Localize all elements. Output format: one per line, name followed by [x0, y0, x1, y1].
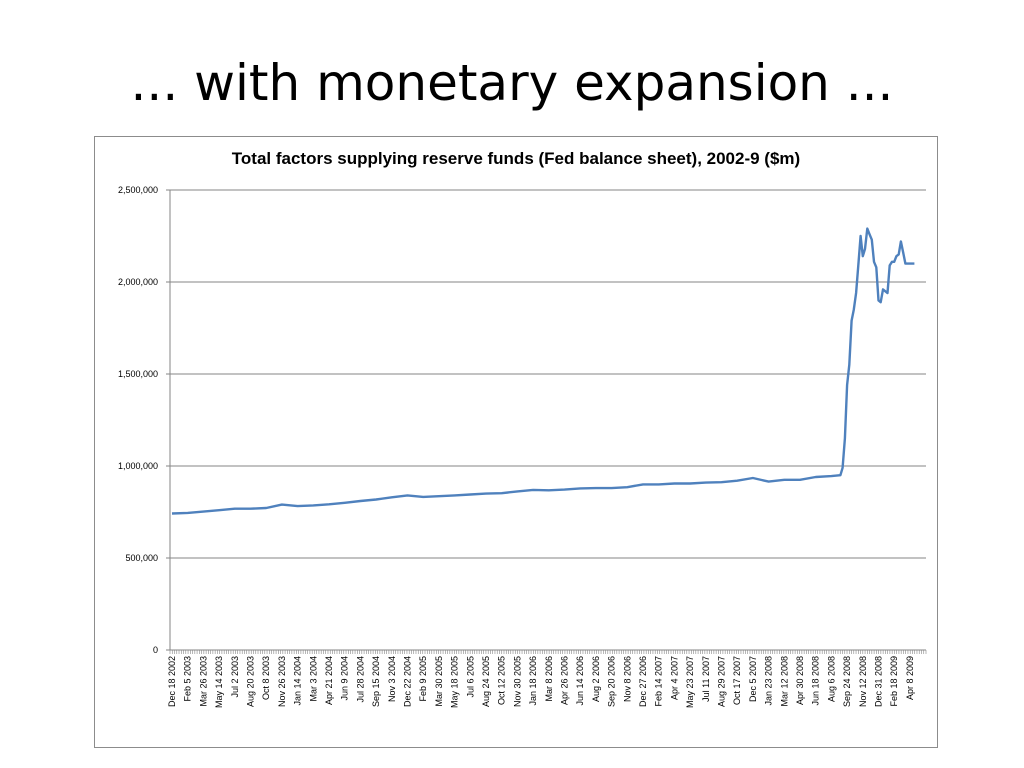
x-tick-label: Nov 26 2003 [277, 656, 287, 707]
x-tick-label: Dec 18 2002 [167, 656, 177, 707]
x-tick-label: Feb 18 2009 [889, 656, 899, 707]
x-tick-label: Jan 14 2004 [293, 656, 303, 706]
x-tick-label: Nov 3 2004 [387, 656, 397, 702]
x-tick-label: Oct 12 2005 [497, 656, 507, 705]
x-tick-label: Sep 24 2008 [842, 656, 852, 707]
x-tick-label: Jul 2 2003 [230, 656, 240, 698]
x-tick-label: Jul 11 2007 [701, 656, 711, 702]
y-tick-label: 1,000,000 [118, 461, 158, 471]
x-tick-label: Jun 14 2006 [575, 656, 585, 706]
x-tick-label: Nov 12 2008 [858, 656, 868, 707]
x-tick-label: May 18 2005 [450, 656, 460, 708]
chart-title: Total factors supplying reserve funds (F… [231, 149, 801, 168]
x-tick-label: Oct 17 2007 [732, 656, 742, 705]
x-tick-label: Sep 20 2006 [607, 656, 617, 707]
x-tick-label: Mar 3 2004 [308, 656, 318, 702]
x-tick-label: Apr 4 2007 [669, 656, 679, 700]
y-tick-label: 2,500,000 [118, 185, 158, 195]
x-tick-label: Mar 26 2003 [198, 656, 208, 707]
chart-frame: Total factors supplying reserve funds (F… [94, 136, 938, 748]
x-tick-label: Jan 18 2006 [528, 656, 538, 706]
x-tick-label: Aug 29 2007 [717, 656, 727, 707]
x-tick-label: Sep 15 2004 [371, 656, 381, 707]
y-tick-label: 500,000 [125, 553, 158, 563]
chart-plot: 0 500,000 1,000,000 1,500,000 2,000,000 2,500… [118, 185, 927, 708]
x-tick-label: Apr 30 2008 [795, 656, 805, 705]
x-tick-label: Dec 5 2007 [748, 656, 758, 702]
x-tick-label: Apr 26 2006 [560, 656, 570, 705]
x-tick-label: Jun 9 2004 [340, 656, 350, 701]
x-tick-label: Jul 6 2005 [465, 656, 475, 698]
x-tick-label: Feb 5 2003 [183, 656, 193, 702]
x-tick-label: Jul 28 2004 [355, 656, 365, 703]
series-line [171, 227, 915, 515]
x-tick-label: Mar 30 2005 [434, 656, 444, 707]
x-tick-label: Aug 20 2003 [246, 656, 256, 707]
x-tick-label: Aug 24 2005 [481, 656, 491, 707]
y-tick-label: 1,500,000 [118, 369, 158, 379]
x-tick-label: Aug 6 2008 [826, 656, 836, 702]
y-tick-label: 0 [153, 645, 158, 655]
x-tick-label: May 14 2003 [214, 656, 224, 708]
y-tick-label: 2,000,000 [118, 277, 158, 287]
x-tick-label: Mar 8 2006 [544, 656, 554, 702]
x-tick-label: Nov 8 2006 [622, 656, 632, 702]
x-tick-label: Jun 18 2008 [811, 656, 821, 706]
x-tick-label: Apr 21 2004 [324, 656, 334, 705]
x-tick-label: Dec 31 2008 [874, 656, 884, 707]
x-tick-label: Nov 30 2005 [512, 656, 522, 707]
x-tick-label: Jan 23 2008 [764, 656, 774, 706]
x-tick-label: Dec 27 2006 [638, 656, 648, 707]
x-tick-label: Aug 2 2006 [591, 656, 601, 702]
x-tick-label: Dec 22 2004 [403, 656, 413, 707]
x-tick-label: Feb 14 2007 [654, 656, 664, 707]
x-tick-label: Feb 9 2005 [418, 656, 428, 702]
x-tick-label: May 23 2007 [685, 656, 695, 708]
x-tick-label: Oct 8 2003 [261, 656, 271, 700]
slide-title: ... with monetary expansion ... [130, 54, 894, 112]
x-tick-label: Mar 12 2008 [779, 656, 789, 707]
x-tick-label: Apr 8 2009 [905, 656, 915, 700]
